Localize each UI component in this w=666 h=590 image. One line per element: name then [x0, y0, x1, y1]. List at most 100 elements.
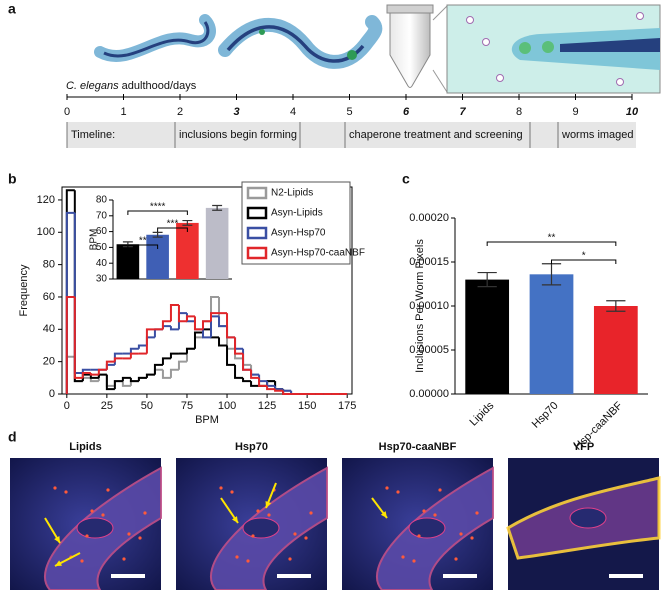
histogram-step	[81, 376, 91, 382]
puncta	[219, 486, 223, 490]
histogram-step	[193, 321, 203, 331]
puncta	[106, 488, 110, 492]
scale-bar	[111, 574, 145, 578]
day-label: 2	[177, 106, 183, 118]
day-label: 10	[626, 106, 639, 118]
bar	[146, 234, 169, 279]
x-tick-label: 50	[141, 400, 153, 412]
worm-feature	[76, 517, 114, 539]
histogram-step	[153, 363, 163, 375]
puncta	[385, 486, 389, 490]
histogram-step	[129, 377, 139, 383]
histogram-step	[193, 331, 203, 349]
puncta	[251, 534, 255, 538]
histogram-step	[242, 358, 252, 366]
histogram-step	[81, 371, 91, 378]
y-tick-label: 0	[49, 388, 55, 400]
y-tick-label: 60	[96, 226, 108, 237]
puncta	[90, 509, 94, 513]
panel-label: a	[8, 1, 16, 17]
histogram-step	[65, 295, 75, 394]
histogram-step	[193, 336, 203, 349]
histogram-step	[242, 348, 252, 371]
x-tick-label: Hsp70	[530, 400, 561, 431]
histogram-step	[282, 390, 292, 395]
puncta	[454, 557, 458, 561]
y-tick-label: 40	[43, 323, 55, 335]
significance-label: ****	[150, 202, 166, 213]
worm-feature	[408, 517, 446, 539]
image-title: Lipids	[69, 441, 101, 453]
histogram-step	[105, 363, 115, 370]
significance-bracket	[551, 259, 617, 264]
histogram-step	[65, 189, 75, 394]
histogram-step	[234, 337, 244, 350]
arrow-head	[55, 560, 62, 566]
y-tick-label: 40	[96, 258, 108, 269]
day-label: 1	[120, 106, 126, 118]
y-tick-label: 0.00020	[409, 212, 449, 224]
day-label: 0	[64, 106, 70, 118]
y-tick-label: 120	[37, 194, 55, 206]
histogram-step	[137, 344, 147, 349]
histogram-step	[210, 312, 220, 322]
puncta	[53, 486, 57, 490]
inclusion	[347, 50, 357, 60]
histogram-step	[250, 381, 260, 387]
image-title: YFP	[573, 441, 594, 453]
legend-swatch	[246, 186, 268, 200]
histogram-step	[169, 352, 179, 359]
x-tick-label: 125	[258, 400, 276, 412]
histogram-step	[226, 345, 236, 366]
x-tick-label: 100	[218, 400, 236, 412]
legend-swatch	[246, 206, 268, 220]
arrow-head	[231, 516, 238, 523]
histogram-step	[250, 369, 260, 376]
puncta	[122, 557, 126, 561]
error-bar	[212, 204, 223, 211]
histogram-step	[266, 381, 276, 387]
y-tick-label: 80	[96, 195, 108, 206]
micrograph	[176, 458, 328, 590]
histogram-step	[177, 305, 187, 323]
histogram-step	[137, 376, 147, 382]
histogram-step	[250, 369, 260, 379]
bar	[465, 279, 510, 394]
y-tick-label: 60	[43, 291, 55, 303]
histogram-step	[185, 347, 195, 362]
histogram-step	[97, 368, 107, 375]
histogram-step	[73, 296, 83, 379]
histogram-step	[258, 374, 268, 383]
puncta	[470, 536, 474, 540]
day-label: 9	[572, 106, 578, 118]
y-tick-label: 30	[96, 274, 108, 285]
y-axis-label: Inclusions Per Worm Pixels	[414, 239, 426, 373]
puncta	[422, 509, 426, 513]
y-axis-label: BPM	[89, 229, 100, 251]
bar	[176, 222, 199, 279]
day-label: 4	[290, 106, 296, 118]
y-axis-label: Frequency	[18, 264, 30, 316]
puncta	[396, 490, 400, 494]
stage-label: chaperone treatment and screening	[349, 129, 523, 141]
micrograph	[10, 458, 162, 590]
histogram-step	[73, 212, 83, 374]
y-tick-label: 70	[96, 210, 108, 221]
histogram-step	[169, 326, 179, 331]
day-label: 3	[233, 106, 239, 118]
puncta	[138, 536, 142, 540]
y-tick-label: 50	[96, 242, 108, 253]
pharynx	[519, 42, 531, 54]
histogram-step	[193, 316, 203, 331]
y-tick-label: 100	[37, 226, 55, 238]
y-tick-label: 0.00000	[409, 388, 449, 400]
puncta	[304, 536, 308, 540]
histogram-step	[218, 316, 228, 328]
plot-frame	[61, 186, 353, 395]
puncta	[309, 511, 313, 515]
histogram-step	[121, 381, 131, 387]
histogram-step	[121, 376, 131, 382]
particle	[466, 16, 474, 24]
histogram-step	[89, 374, 99, 379]
